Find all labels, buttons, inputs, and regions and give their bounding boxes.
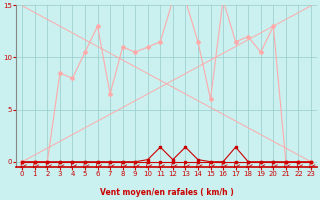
- X-axis label: Vent moyen/en rafales ( km/h ): Vent moyen/en rafales ( km/h ): [100, 188, 234, 197]
